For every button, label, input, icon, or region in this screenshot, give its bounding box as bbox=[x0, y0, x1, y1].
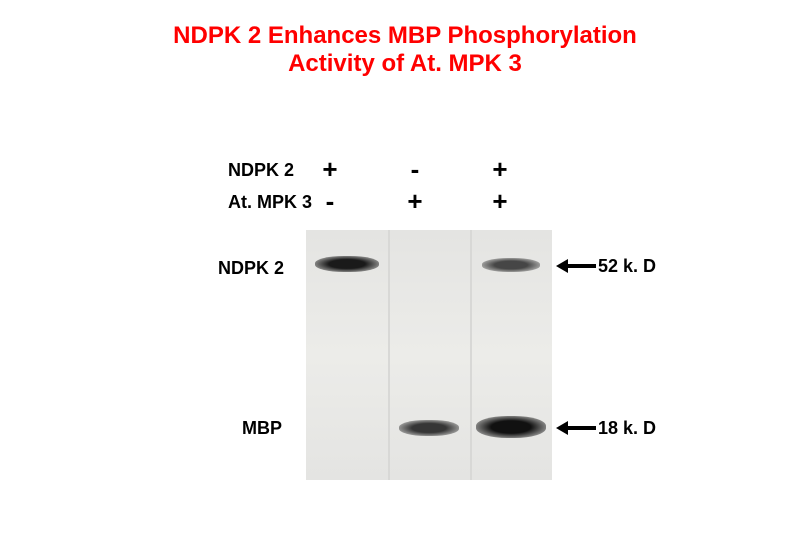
figure-title-line2: Activity of At. MPK 3 bbox=[0, 50, 810, 78]
condition-sign: + bbox=[403, 186, 427, 217]
condition-sign: - bbox=[403, 154, 427, 185]
arrow-head-icon bbox=[556, 259, 568, 273]
arrow-head-icon bbox=[556, 421, 568, 435]
arrow-icon bbox=[564, 264, 596, 268]
western-blot bbox=[306, 230, 552, 480]
condition-sign: - bbox=[318, 186, 342, 217]
band-label: NDPK 2 bbox=[218, 258, 284, 279]
size-marker-label: 52 k. D bbox=[598, 256, 656, 277]
blot-band bbox=[482, 258, 540, 272]
condition-row-label: At. MPK 3 bbox=[228, 192, 312, 213]
band-label: MBP bbox=[242, 418, 282, 439]
condition-sign: + bbox=[488, 186, 512, 217]
size-marker-label: 18 k. D bbox=[598, 418, 656, 439]
condition-row-label: NDPK 2 bbox=[228, 160, 294, 181]
lane-divider bbox=[470, 230, 472, 480]
blot-band bbox=[315, 256, 379, 272]
figure-title-line1: NDPK 2 Enhances MBP Phosphorylation bbox=[0, 22, 810, 50]
lane-divider bbox=[388, 230, 390, 480]
arrow-icon bbox=[564, 426, 596, 430]
blot-band bbox=[399, 420, 459, 436]
condition-sign: + bbox=[488, 154, 512, 185]
blot-band bbox=[476, 416, 546, 438]
condition-sign: + bbox=[318, 154, 342, 185]
